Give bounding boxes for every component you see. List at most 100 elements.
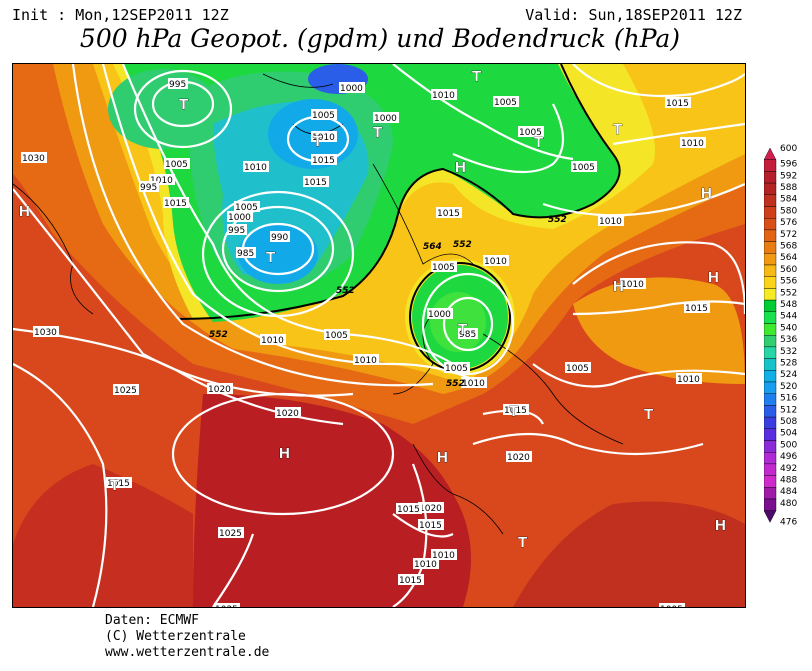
legend-swatch	[763, 416, 777, 430]
legend-swatch	[763, 288, 777, 301]
isobar-label-box	[396, 503, 422, 514]
legend-swatch	[763, 241, 777, 254]
isobar-label: 1030	[22, 154, 45, 164]
contour-label: 552	[446, 379, 465, 389]
legend-value-label: 500	[780, 440, 797, 450]
isobar-label-box	[227, 211, 253, 222]
isobar-label-box	[680, 137, 706, 148]
legend-value-label: 520	[780, 382, 797, 392]
fill-band-584	[193, 394, 471, 607]
legend-swatch	[763, 381, 777, 394]
isobar-label: 1020	[208, 385, 231, 395]
weather-map: 995 1000 1005 1010 1015 1010 1005 1015 1010 1005 1…	[12, 63, 746, 608]
low-pressure-marker: T	[509, 403, 518, 420]
isobar-label: 1015	[666, 99, 689, 109]
isobar-label-box	[353, 354, 379, 365]
legend-swatch	[763, 171, 777, 184]
isobar-label: 1010	[432, 551, 455, 561]
isobar-label: 1020	[507, 453, 530, 463]
isobar-label-box	[106, 477, 132, 488]
contour-552	[177, 64, 621, 320]
legend-swatch	[763, 264, 777, 277]
contour-label: 552	[453, 240, 472, 250]
legend-value-label: 528	[780, 358, 797, 368]
isobar-label: 995	[169, 80, 186, 90]
high-pressure-marker: H	[715, 517, 726, 534]
legend-swatch	[763, 370, 777, 383]
isobar-label-box	[676, 373, 702, 384]
isobar-label-box	[311, 109, 337, 120]
legend-swatch	[763, 358, 777, 371]
isobar-label-box	[234, 201, 260, 212]
isobar-label-box	[21, 152, 47, 163]
isobar-label-box	[418, 502, 444, 513]
legend-swatch	[763, 311, 777, 324]
isobar-label: 990	[271, 233, 288, 243]
isobars	[13, 64, 745, 607]
isobar-label: 1025	[114, 386, 137, 396]
contour-label: 552	[548, 215, 567, 225]
isobar-label-box	[373, 112, 399, 123]
isobar-label-box	[168, 78, 188, 89]
isobar-labels: 995 1000 1005 1010 1015 1010 1005 1015 1010 1005 1…	[21, 78, 710, 607]
isobar-label-box	[260, 334, 286, 345]
legend-value-label: 548	[780, 300, 797, 310]
legend-value-label: 592	[780, 171, 797, 181]
high-pressure-marker: H	[437, 449, 448, 466]
legend-swatch	[763, 510, 777, 523]
isobar-label-box	[311, 154, 337, 165]
isobar-label: 1005	[165, 160, 188, 170]
isobar-label: 1000	[340, 84, 363, 94]
isobar-label: 1000	[374, 114, 397, 124]
isobar-label-box	[311, 131, 337, 142]
isobar-label: 1020	[276, 409, 299, 419]
isobar-label-box	[398, 574, 424, 585]
low-pressure-marker: T	[373, 124, 382, 141]
legend-swatch	[763, 405, 777, 418]
isobar-label: 1025	[215, 605, 238, 607]
isobar-label: 995	[228, 226, 245, 236]
low-pressure-marker: T	[110, 477, 119, 494]
isobar-label: 1015	[397, 505, 420, 515]
footer-copyright: (C) Wetterzentrale	[105, 629, 246, 644]
isobar-label-box	[431, 89, 457, 100]
isobar-label-box	[431, 549, 457, 560]
isobar-label-box	[458, 328, 478, 339]
legend-value-label: 568	[780, 241, 797, 251]
isobar-label: 1005	[660, 605, 683, 607]
high-pressure-marker: H	[19, 203, 30, 220]
legend-value-label: 540	[780, 323, 797, 333]
isobar-label: 1010	[432, 91, 455, 101]
high-pressure-marker: H	[279, 445, 290, 462]
isobar-label-box	[493, 96, 519, 107]
legend-svg: 6005965925885845805765725685645605565525…	[763, 144, 797, 527]
isobar-label: 1010	[599, 217, 622, 227]
isobar-label: 1010	[261, 336, 284, 346]
fill-band-580-sw	[13, 464, 193, 607]
low-pressure-marker: T	[179, 96, 188, 113]
isobar-label: 1005	[519, 128, 542, 138]
footer-website: www.wetterzentrale.de	[105, 645, 270, 660]
isobar-label: 1010	[677, 375, 700, 385]
legend-value-label: 532	[780, 347, 797, 357]
legend-swatch	[763, 334, 777, 348]
isobar-label: 1010	[150, 176, 173, 186]
legend-value-label: 584	[780, 195, 797, 205]
high-pressure-marker: H	[455, 159, 466, 176]
legend-value-label: 524	[780, 370, 797, 380]
isobar-label-box	[324, 329, 350, 340]
isobar-label: 1015	[399, 576, 422, 586]
legend-swatch	[763, 276, 777, 289]
legend-swatch	[763, 194, 777, 207]
isobar-label-box	[503, 404, 529, 415]
isobar-label: 1005	[325, 331, 348, 341]
legend-value-label: 576	[780, 218, 797, 228]
legend-value-label: 484	[780, 487, 797, 497]
legend-value-label: 560	[780, 265, 797, 275]
low-pressure-marker: T	[534, 134, 543, 151]
isobar-label: 1015	[504, 406, 527, 416]
isobar-label-box	[236, 247, 256, 258]
legend-swatch	[763, 182, 777, 195]
legend-swatch	[763, 323, 777, 336]
isobar-label: 1000	[428, 310, 451, 320]
